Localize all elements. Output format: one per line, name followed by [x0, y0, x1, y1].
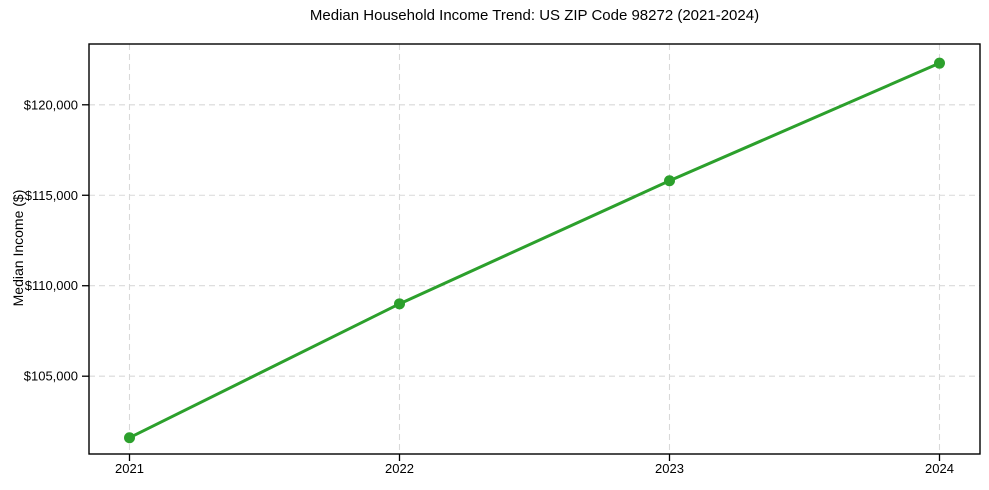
data-point-2021	[124, 432, 135, 444]
data-point-2023	[664, 175, 675, 187]
trend-line	[128, 61, 941, 440]
x-tick-label: 2022	[385, 461, 414, 476]
y-axis-label: Median Income ($)	[10, 189, 26, 307]
x-tick-label: 2024	[925, 461, 954, 476]
x-tick-label: 2023	[655, 461, 684, 476]
x-tick-label: 2021	[115, 461, 144, 476]
chart-title: Median Household Income Trend: US ZIP Co…	[309, 7, 760, 24]
y-tick-label: $105,000	[24, 369, 78, 384]
data-point-2022	[394, 298, 405, 310]
plot-border	[88, 43, 981, 455]
y-tick-label: $110,000	[25, 278, 78, 293]
data-point-2024	[934, 57, 945, 69]
y-tick-label: $115,000	[25, 188, 78, 203]
y-tick-label: $120,000	[24, 97, 78, 112]
